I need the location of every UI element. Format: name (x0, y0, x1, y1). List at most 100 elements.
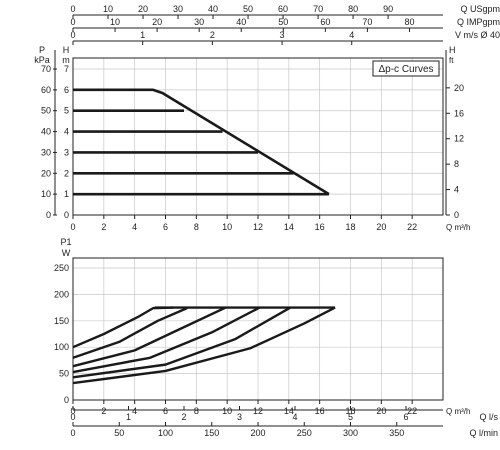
hm-tick-label: 0 (64, 210, 69, 220)
top-secondary-tick-label: 0 (70, 4, 75, 14)
dp-c-curve (73, 88, 330, 196)
kpa-tick-label: 0 (46, 210, 51, 220)
top-secondary-tick-label: 70 (313, 4, 323, 14)
p1-tick-label: 50 (59, 369, 69, 379)
kpa-axis-title: P (39, 45, 45, 55)
p1-tick-label: 200 (54, 289, 69, 299)
hm-axis-unit: m (62, 55, 70, 65)
bottom-secondary-tick-label: 250 (297, 428, 312, 438)
top-secondary-tick-label: 50 (278, 17, 288, 27)
bottom-x-tick-label: 12 (253, 406, 263, 416)
top-secondary-tick-label: 2 (210, 30, 215, 40)
kpa-tick-label: 50 (41, 106, 51, 116)
hft-tick-label: 4 (454, 185, 459, 195)
bottom-x-tick-label: 2 (101, 406, 106, 416)
top-x-tick-label: 16 (315, 222, 325, 232)
bottom-x-tick-label: 22 (407, 406, 417, 416)
hm-tick-label: 6 (64, 85, 69, 95)
bottom-x-tick-label: 14 (284, 406, 294, 416)
top-x-tick-label: 20 (376, 222, 386, 232)
bottom-secondary-tick-label: 4 (292, 412, 297, 422)
top-x-tick-label: 6 (163, 222, 168, 232)
top-secondary-tick-label: 20 (152, 17, 162, 27)
hft-tick-label: 8 (454, 159, 459, 169)
top-x-tick-label: 10 (222, 222, 232, 232)
p1-axis-title: P1 (60, 237, 71, 247)
hm-tick-label: 4 (64, 127, 69, 137)
p1-curve (72, 307, 188, 359)
top-secondary-axis-label: V m/s Ø 40 (455, 30, 500, 40)
kpa-tick-label: 10 (41, 189, 51, 199)
p1-axis-unit: W (62, 248, 71, 258)
p1-curve (72, 306, 291, 379)
bottom-secondary-tick-label: 6 (403, 412, 408, 422)
top-secondary-tick-label: 30 (194, 17, 204, 27)
top-secondary-tick-label: 1 (140, 30, 145, 40)
bottom-secondary-tick-label: 100 (158, 428, 173, 438)
kpa-tick-label: 20 (41, 168, 51, 178)
kpa-tick-label: 40 (41, 127, 51, 137)
hft-tick-label: 12 (454, 134, 464, 144)
bottom-secondary-tick-label: 50 (114, 428, 124, 438)
bottom-x-tick-label: 8 (194, 406, 199, 416)
hm-tick-label: 2 (64, 168, 69, 178)
hft-axis-title: H (449, 45, 456, 55)
hm-tick-label: 3 (64, 147, 69, 157)
p1-tick-label: 250 (54, 263, 69, 273)
top-secondary-tick-label: 40 (236, 17, 246, 27)
top-secondary-tick-label: 3 (280, 30, 285, 40)
bottom-x-tick-label: 20 (376, 406, 386, 416)
bottom-x-tick-label: 4 (132, 406, 137, 416)
p1-tick-label: 100 (54, 342, 69, 352)
bottom-x-tick-label: 16 (315, 406, 325, 416)
top-secondary-tick-label: 80 (404, 17, 414, 27)
bottom-x-tick-label: 10 (222, 406, 232, 416)
hm-tick-label: 1 (64, 189, 69, 199)
top-secondary-tick-label: 0 (70, 30, 75, 40)
bottom-secondary-tick-label: 150 (204, 428, 219, 438)
p1-curve (72, 306, 227, 368)
bottom-secondary-tick-label: 3 (237, 412, 242, 422)
top-secondary-tick-label: 40 (208, 4, 218, 14)
top-secondary-tick-label: 30 (173, 4, 183, 14)
top-secondary-tick-label: 10 (110, 17, 120, 27)
top-x-tick-label: 8 (194, 222, 199, 232)
top-secondary-tick-label: 4 (349, 30, 354, 40)
top-secondary-tick-label: 70 (362, 17, 372, 27)
kpa-tick-label: 70 (41, 64, 51, 74)
hft-tick-label: 0 (454, 210, 459, 220)
bottom-secondary-tick-label: 0 (70, 428, 75, 438)
hm-tick-label: 7 (64, 64, 69, 74)
bottom-secondary-tick-label: 1 (126, 412, 131, 422)
top-secondary-tick-label: 90 (383, 4, 393, 14)
hft-axis-unit: ft (449, 56, 454, 65)
legend-box: Δp-c Curves (372, 60, 440, 77)
bottom-x-axis-label: Q m³/h (446, 407, 470, 416)
legend-label: Δp-c Curves (378, 64, 433, 75)
bottom-secondary-tick-label: 5 (348, 412, 353, 422)
top-x-tick-label: 18 (345, 222, 355, 232)
top-x-tick-label: 12 (253, 222, 263, 232)
kpa-tick-label: 60 (41, 85, 51, 95)
top-x-tick-label: 2 (101, 222, 106, 232)
top-secondary-tick-label: 60 (278, 4, 288, 14)
top-secondary-tick-label: 10 (103, 4, 113, 14)
top-secondary-axis-label: Q USgpm (460, 4, 500, 14)
top-secondary-tick-label: 0 (70, 17, 75, 27)
hm-axis-title: H (63, 45, 70, 55)
top-secondary-axis-label: Q IMPgpm (457, 17, 500, 27)
bottom-x-tick-label: 6 (163, 406, 168, 416)
kpa-axis-unit: kPa (34, 55, 50, 65)
p1-curve (72, 306, 261, 374)
top-x-tick-label: 0 (70, 222, 75, 232)
kpa-tick-label: 30 (41, 147, 51, 157)
bottom-x-tick-label: 0 (70, 406, 75, 416)
bottom-secondary-tick-label: 0 (70, 412, 75, 422)
p1-tick-label: 150 (54, 316, 69, 326)
p1-curve (72, 306, 336, 385)
hft-tick-label: 16 (454, 108, 464, 118)
bottom-secondary-tick-label: 200 (250, 428, 265, 438)
top-x-axis-label: Q m³/h (446, 223, 470, 232)
